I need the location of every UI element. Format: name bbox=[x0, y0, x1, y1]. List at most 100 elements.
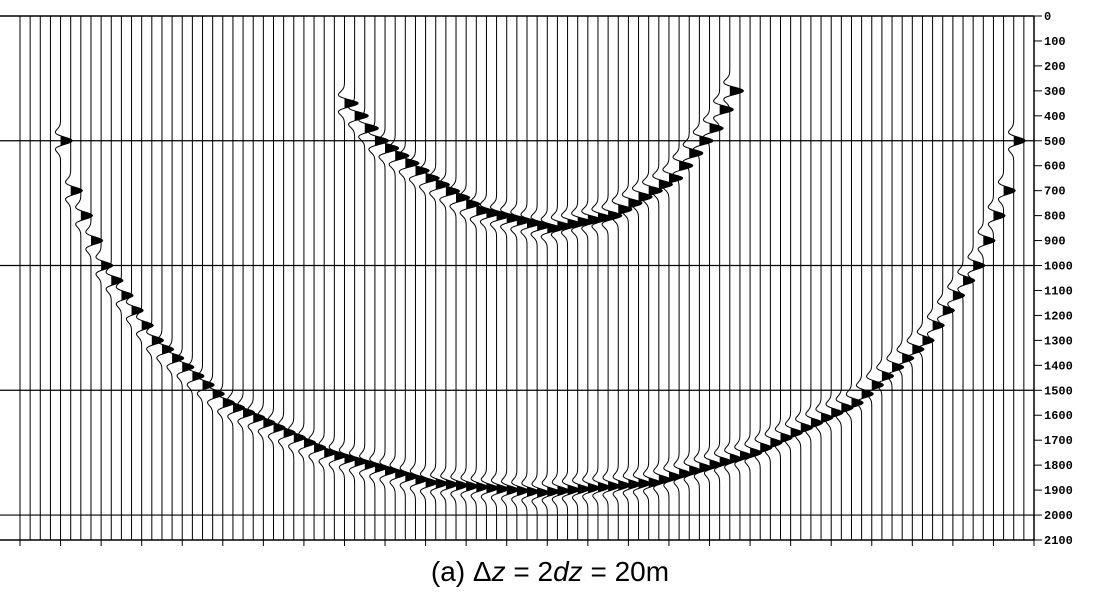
trace-68-lobe-0 bbox=[709, 123, 724, 134]
trace-61-lobe-1 bbox=[638, 478, 651, 489]
trace-45-lobe-1 bbox=[476, 482, 488, 493]
trace-90 bbox=[926, 16, 945, 540]
trace-76 bbox=[784, 16, 803, 540]
y-tick-label-1000: 1000 bbox=[1044, 260, 1073, 274]
y-tick-label-1600: 1600 bbox=[1044, 409, 1073, 423]
trace-51 bbox=[530, 16, 552, 540]
trace-38-lobe-0 bbox=[405, 158, 420, 169]
trace-82 bbox=[845, 16, 864, 540]
trace-94-lobe-0 bbox=[973, 260, 985, 271]
trace-48-lobe-1 bbox=[506, 484, 519, 495]
trace-47-lobe-0 bbox=[496, 210, 511, 221]
trace-92 bbox=[947, 16, 966, 540]
trace-46-lobe-0 bbox=[486, 208, 501, 219]
y-tick-label-1700: 1700 bbox=[1044, 434, 1073, 448]
trace-12-lobe-0 bbox=[141, 320, 154, 331]
trace-17-lobe-0 bbox=[192, 371, 205, 382]
trace-49 bbox=[510, 16, 532, 540]
trace-66 bbox=[682, 16, 704, 540]
trace-76-lobe-0 bbox=[790, 427, 803, 438]
trace-18 bbox=[196, 16, 215, 540]
trace-52-lobe-0 bbox=[547, 223, 561, 234]
trace-47 bbox=[490, 16, 511, 540]
trace-35 bbox=[368, 16, 390, 540]
trace-12 bbox=[136, 16, 154, 540]
trace-38-lobe-1 bbox=[405, 471, 417, 482]
trace-7-lobe-0 bbox=[90, 235, 103, 246]
trace-80 bbox=[825, 16, 844, 540]
trace-87 bbox=[896, 16, 915, 540]
trace-72-lobe-0 bbox=[750, 447, 762, 458]
trace-23 bbox=[247, 16, 266, 540]
trace-38 bbox=[398, 16, 420, 540]
trace-62 bbox=[642, 16, 664, 540]
trace-98 bbox=[1008, 16, 1026, 540]
trace-33 bbox=[348, 16, 369, 540]
trace-10-lobe-0 bbox=[121, 290, 134, 301]
trace-26 bbox=[277, 16, 296, 540]
trace-64 bbox=[662, 16, 683, 540]
trace-96 bbox=[987, 16, 1006, 540]
trace-54 bbox=[560, 16, 582, 540]
trace-69 bbox=[713, 16, 734, 540]
trace-53 bbox=[550, 16, 572, 540]
y-tick-label-200: 200 bbox=[1044, 60, 1066, 74]
trace-79 bbox=[815, 16, 834, 540]
plot-frame bbox=[0, 15, 1035, 546]
trace-37 bbox=[388, 16, 410, 540]
trace-60-lobe-1 bbox=[628, 479, 641, 490]
trace-73 bbox=[754, 16, 773, 540]
y-tick-label-500: 500 bbox=[1044, 135, 1066, 149]
trace-71 bbox=[734, 16, 752, 540]
trace-78 bbox=[805, 16, 823, 540]
y-tick-label-1200: 1200 bbox=[1044, 309, 1073, 323]
trace-31 bbox=[328, 16, 347, 540]
trace-22 bbox=[237, 16, 256, 540]
trace-60 bbox=[621, 16, 643, 540]
trace-75 bbox=[774, 16, 793, 540]
trace-77 bbox=[795, 16, 813, 540]
trace-61 bbox=[631, 16, 653, 540]
trace-50 bbox=[520, 16, 541, 540]
trace-57-lobe-0 bbox=[597, 212, 612, 223]
y-tick-label-900: 900 bbox=[1044, 235, 1066, 249]
trace-95 bbox=[977, 16, 996, 540]
trace-86 bbox=[886, 16, 905, 540]
trace-41-lobe-1 bbox=[435, 478, 448, 489]
trace-71-lobe-0 bbox=[739, 450, 752, 461]
trace-68-lobe-1 bbox=[709, 459, 722, 470]
trace-84-lobe-0 bbox=[871, 379, 884, 390]
y-tick-label-400: 400 bbox=[1044, 110, 1066, 124]
trace-37-lobe-1 bbox=[395, 468, 407, 479]
trace-52-lobe-1 bbox=[547, 486, 559, 497]
trace-21-lobe-0 bbox=[232, 402, 245, 413]
trace-83 bbox=[855, 16, 874, 540]
trace-13-lobe-0 bbox=[151, 335, 164, 346]
trace-46-lobe-1 bbox=[486, 483, 499, 494]
trace-23-lobe-0 bbox=[253, 412, 265, 423]
trace-43-lobe-1 bbox=[456, 480, 468, 491]
trace-31-lobe-0 bbox=[334, 450, 346, 461]
trace-20 bbox=[217, 16, 235, 540]
y-tick-label-1400: 1400 bbox=[1044, 359, 1073, 373]
trace-16 bbox=[176, 16, 195, 540]
trace-92-lobe-0 bbox=[952, 290, 965, 301]
trace-88-lobe-0 bbox=[912, 344, 924, 355]
y-tick-label-800: 800 bbox=[1044, 210, 1066, 224]
trace-7 bbox=[85, 16, 104, 540]
trace-95-lobe-0 bbox=[983, 235, 995, 246]
trace-16-lobe-0 bbox=[182, 362, 194, 373]
trace-96-lobe-0 bbox=[993, 210, 1006, 221]
trace-40-lobe-1 bbox=[425, 477, 438, 488]
trace-83-lobe-0 bbox=[861, 388, 874, 399]
trace-74-lobe-0 bbox=[770, 437, 782, 448]
y-tick-label-1100: 1100 bbox=[1044, 284, 1073, 298]
trace-19-lobe-0 bbox=[212, 388, 225, 399]
trace-24-lobe-0 bbox=[263, 417, 275, 428]
trace-44-lobe-1 bbox=[466, 481, 478, 492]
trace-52 bbox=[540, 16, 562, 540]
trace-29-lobe-0 bbox=[314, 442, 326, 453]
trace-34-lobe-1 bbox=[364, 459, 377, 470]
trace-77-lobe-0 bbox=[800, 422, 813, 433]
trace-97-lobe-0 bbox=[1003, 185, 1016, 196]
